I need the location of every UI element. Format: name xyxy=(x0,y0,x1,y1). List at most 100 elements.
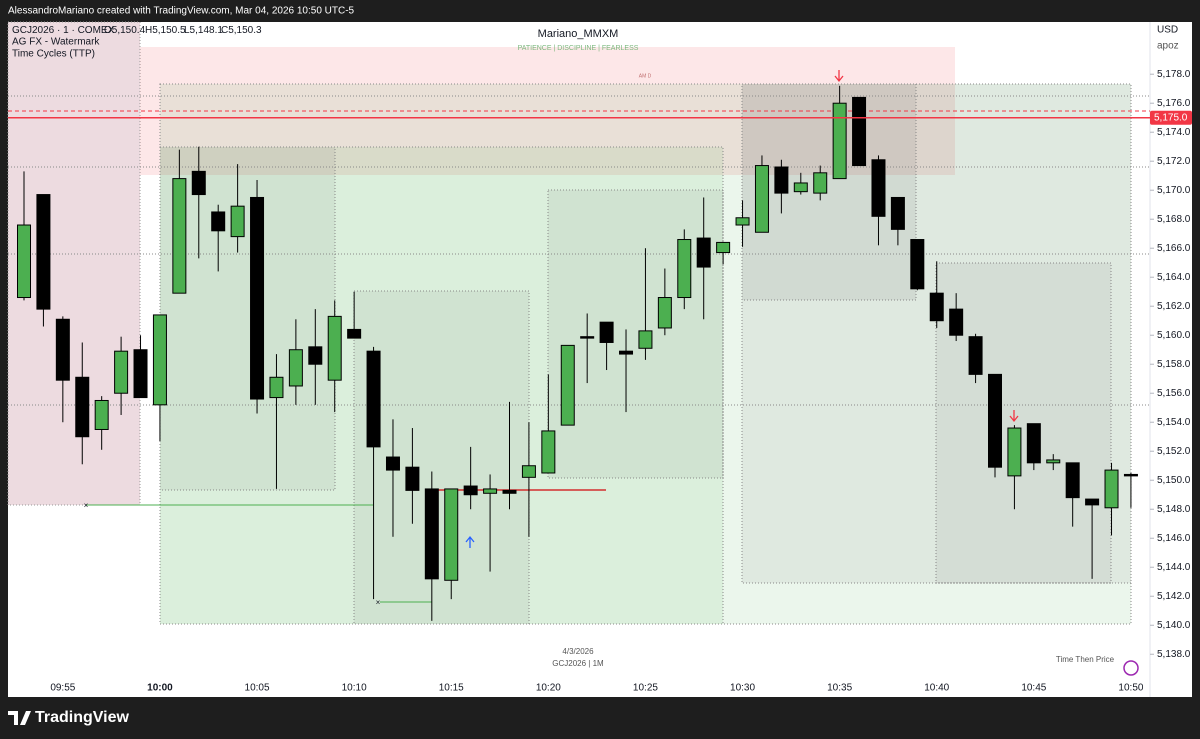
brand-icon xyxy=(1123,660,1139,676)
candle-body xyxy=(541,430,556,474)
header-text: AlessandroMariano created with TradingVi… xyxy=(8,6,355,17)
brand-text: Time Then Price xyxy=(1056,655,1115,664)
candle-body xyxy=(521,465,536,478)
y-tick-label: 5,162.0 xyxy=(1157,301,1191,312)
y-tick-label: 5,154.0 xyxy=(1157,417,1191,428)
candle-body xyxy=(17,224,31,299)
candle-body xyxy=(871,159,886,217)
candle-body xyxy=(502,489,517,494)
candle-body xyxy=(890,196,905,230)
x-tick-label: 10:20 xyxy=(536,683,561,694)
candle-body xyxy=(211,211,226,232)
cycle-box xyxy=(547,189,724,479)
candle-body xyxy=(599,321,614,343)
candle-body xyxy=(735,217,750,226)
y-tick-label: 5,164.0 xyxy=(1157,272,1191,283)
candle-body xyxy=(1104,469,1119,509)
y-tick-label: 5,156.0 xyxy=(1157,388,1191,399)
y-tick-label: 5,138.0 xyxy=(1157,649,1191,660)
y-tick-label: 5,168.0 xyxy=(1157,214,1191,225)
watermark-subtitle: PATIENCE | DISCIPLINE | FEARLESS xyxy=(518,45,639,52)
cycle-box xyxy=(159,146,336,491)
candle-body xyxy=(347,328,362,339)
candle-body xyxy=(152,314,167,406)
y-tick-label: 5,142.0 xyxy=(1157,591,1191,602)
y-tick-label: 5,170.0 xyxy=(1157,185,1191,196)
watermark-title: Mariano_MMXM xyxy=(538,28,619,40)
candle-body xyxy=(94,399,109,430)
x-tick-label: 10:00 xyxy=(147,683,173,694)
candle-body xyxy=(638,330,653,349)
candle-body xyxy=(444,488,459,581)
x-tick-label: 10:15 xyxy=(439,683,464,694)
candle-body xyxy=(988,373,1002,468)
candle-body xyxy=(288,349,303,387)
signal-arrow xyxy=(465,535,475,548)
candle-body xyxy=(580,336,595,339)
x-tick-label: 10:05 xyxy=(245,683,270,694)
y-tick-label: 5,148.0 xyxy=(1157,504,1191,515)
candle-body xyxy=(36,194,51,310)
y-tick-label: 5,150.0 xyxy=(1157,475,1191,486)
x-tick-label: 09:55 xyxy=(50,683,75,694)
indicator: Time Cycles (TTP) xyxy=(12,49,95,60)
box-label: AM D xyxy=(639,73,652,79)
candle-body xyxy=(716,241,731,254)
cycle-box xyxy=(353,290,530,625)
footer-bar xyxy=(0,697,1200,739)
candle-body xyxy=(813,172,828,194)
legend-close: C5,150.3 xyxy=(221,25,262,36)
candle-body xyxy=(910,239,925,290)
logo-icon xyxy=(8,711,31,725)
y-tick-label: 5,146.0 xyxy=(1157,533,1191,544)
candle-body xyxy=(677,239,692,299)
candle-body xyxy=(191,170,206,196)
candle-body xyxy=(269,376,284,399)
cycle-box xyxy=(935,262,1112,584)
candle-body xyxy=(968,336,983,375)
x-tick-label: 10:30 xyxy=(730,683,755,694)
y-tick-label: 5,172.0 xyxy=(1157,156,1191,167)
candle-body xyxy=(852,96,867,167)
y-tick-label: 5,152.0 xyxy=(1157,446,1191,457)
candle-body xyxy=(230,205,245,238)
candle-body xyxy=(832,102,847,180)
axis-user: apoz xyxy=(1157,41,1179,52)
marker: × xyxy=(376,598,381,607)
legend-high: H5,150.5 xyxy=(145,25,186,36)
candle-body xyxy=(308,346,323,365)
candle-body xyxy=(172,178,187,294)
candle-body xyxy=(1085,498,1100,506)
legend-symbol: GCJ2026 · 1 · COMEX xyxy=(12,25,115,36)
legend: GCJ2026 · 1 · COMEX O5,150.4 H5,150.5 L5… xyxy=(12,25,262,36)
chart-area xyxy=(8,22,1192,697)
price-label: 5,175.0 xyxy=(1154,112,1188,123)
candle-body xyxy=(250,196,265,400)
footer-logo: TradingView xyxy=(35,709,130,726)
signal-arrow xyxy=(834,70,844,83)
candle-body xyxy=(1123,473,1138,477)
legend-open: O5,150.4 xyxy=(104,25,146,36)
price-badge xyxy=(1150,110,1192,125)
x-tick-label: 10:10 xyxy=(342,683,367,694)
y-tick-label: 5,140.0 xyxy=(1157,620,1191,631)
candle-body xyxy=(949,308,964,336)
y-tick-label: 5,174.0 xyxy=(1157,127,1191,138)
axis-currency: USD xyxy=(1157,25,1178,36)
y-tick-label: 5,178.0 xyxy=(1157,69,1191,80)
candle-body xyxy=(793,182,808,193)
candle-body xyxy=(483,488,498,494)
x-tick-label: 10:40 xyxy=(924,683,949,694)
watermark-date: 4/3/2026 xyxy=(562,647,594,656)
candle-body xyxy=(385,456,400,471)
candle-body xyxy=(75,376,90,438)
y-tick-label: 5,144.0 xyxy=(1157,562,1191,573)
candle-body xyxy=(405,466,420,491)
candle-body xyxy=(754,165,769,233)
x-tick-label: 10:25 xyxy=(633,683,658,694)
candle-body xyxy=(1065,462,1080,499)
candle-body xyxy=(1007,427,1022,477)
candle-body xyxy=(657,297,672,329)
